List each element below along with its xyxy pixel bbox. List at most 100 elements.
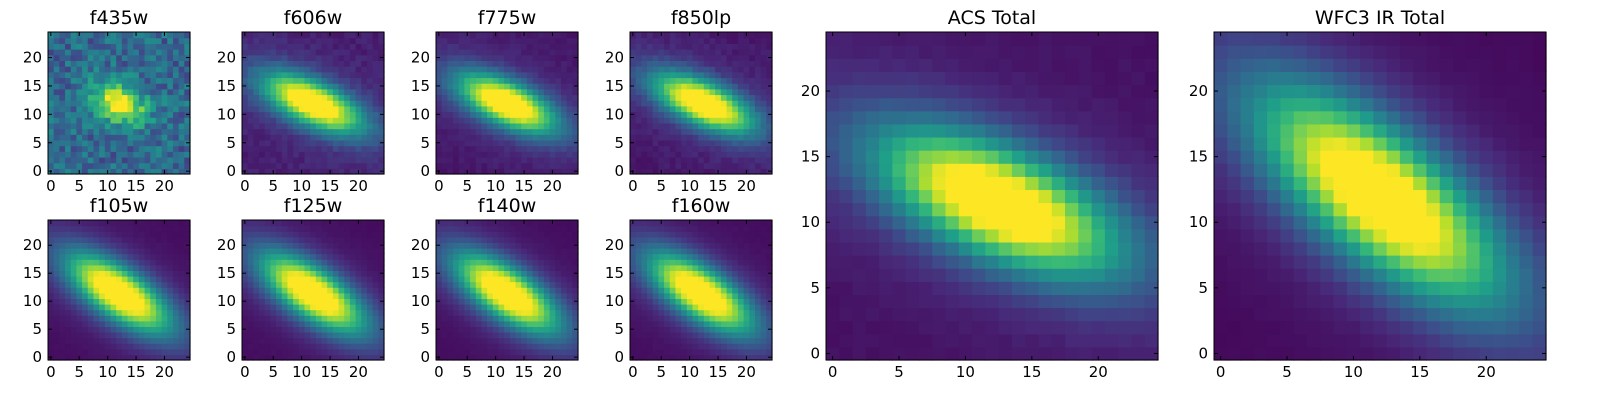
- heatmap-cell: [521, 348, 528, 355]
- heatmap-cell: [70, 145, 77, 152]
- heatmap-cell: [572, 287, 579, 294]
- heatmap-cell: [53, 343, 60, 350]
- y-tick-label: 20: [217, 236, 236, 254]
- heatmap-cell: [167, 315, 174, 322]
- heatmap-cell: [293, 94, 300, 101]
- heatmap-cell: [475, 117, 483, 124]
- heatmap-cell: [647, 326, 654, 333]
- heatmap-cell: [332, 309, 340, 316]
- heatmap-cell: [70, 348, 77, 355]
- heatmap-cell: [635, 128, 642, 135]
- heatmap-cell: [321, 54, 328, 61]
- heatmap-cell: [555, 259, 562, 266]
- heatmap-cell: [749, 315, 756, 322]
- heatmap-cell: [315, 151, 323, 158]
- heatmap-cell: [366, 292, 374, 299]
- heatmap-cell: [70, 337, 77, 344]
- heatmap-cell: [110, 122, 117, 130]
- heatmap-cell: [104, 225, 112, 232]
- heatmap-cell: [161, 37, 168, 44]
- heatmap-cell: [555, 276, 562, 283]
- heatmap-cell: [549, 105, 556, 113]
- heatmap-cell: [133, 231, 140, 238]
- heatmap-cell: [155, 298, 163, 305]
- heatmap-cell: [555, 151, 562, 158]
- heatmap-cell: [293, 242, 300, 249]
- heatmap-cell: [172, 315, 180, 322]
- heatmap-cell: [48, 348, 55, 355]
- heatmap-cell: [253, 337, 260, 344]
- heatmap-cell: [82, 236, 89, 243]
- heatmap-cell: [481, 337, 488, 344]
- heatmap-cell: [184, 259, 191, 266]
- heatmap-cell: [675, 151, 682, 158]
- heatmap-cell: [270, 326, 277, 333]
- heatmap-cell: [59, 220, 66, 227]
- heatmap-cell: [276, 259, 283, 266]
- heatmap-cell: [481, 281, 488, 288]
- heatmap-cell: [378, 225, 385, 232]
- heatmap-cell: [378, 49, 385, 56]
- heatmap-cell: [127, 231, 134, 238]
- heatmap-cell: [652, 270, 659, 277]
- heatmap-cell: [487, 49, 494, 56]
- heatmap-cell: [344, 156, 351, 164]
- heatmap-cell: [521, 122, 528, 130]
- heatmap-cell: [652, 88, 659, 96]
- heatmap-cell: [630, 151, 637, 158]
- heatmap-cell: [715, 54, 722, 61]
- heatmap-cell: [259, 151, 266, 158]
- heatmap-cell: [515, 315, 522, 322]
- heatmap-cell: [281, 242, 289, 249]
- heatmap-cell: [560, 231, 568, 238]
- heatmap-cell: [630, 145, 637, 152]
- heatmap-cell: [526, 242, 534, 249]
- heatmap-cell: [155, 77, 163, 84]
- heatmap-cell: [310, 236, 317, 243]
- heatmap-cell: [692, 343, 699, 350]
- heatmap-cell: [121, 354, 129, 361]
- heatmap-cell: [549, 281, 556, 288]
- heatmap-cell: [652, 105, 659, 113]
- heatmap-cell: [766, 128, 773, 135]
- heatmap-cell: [133, 156, 140, 164]
- heatmap-cell: [87, 156, 95, 164]
- heatmap-cell: [344, 309, 351, 316]
- heatmap-cell: [498, 32, 505, 39]
- heatmap-cell: [458, 117, 465, 124]
- heatmap-cell: [281, 337, 289, 344]
- heatmap-cell: [481, 304, 488, 311]
- heatmap-cell: [161, 94, 168, 101]
- heatmap-cell: [709, 354, 716, 361]
- heatmap-cell: [743, 94, 750, 101]
- heatmap-cell: [766, 348, 773, 355]
- heatmap-cell: [515, 100, 522, 107]
- heatmap-cell: [298, 37, 306, 44]
- heatmap-cell: [121, 276, 129, 283]
- heatmap-cell: [70, 220, 77, 227]
- heatmap-cell: [652, 343, 659, 350]
- heatmap-cell: [504, 105, 511, 113]
- heatmap-cell: [70, 259, 77, 266]
- heatmap-cell: [167, 156, 174, 164]
- heatmap-cell: [647, 298, 654, 305]
- heatmap-cell: [270, 94, 277, 101]
- heatmap-cell: [509, 292, 517, 299]
- heatmap-cell: [475, 162, 483, 169]
- heatmap-cell: [470, 37, 477, 44]
- heatmap-cell: [287, 270, 294, 277]
- heatmap-cell: [361, 281, 368, 288]
- heatmap-cell: [464, 37, 471, 44]
- heatmap-cell: [53, 276, 60, 283]
- heatmap-cell: [172, 117, 180, 124]
- heatmap-cell: [498, 94, 505, 101]
- heatmap-cell: [144, 270, 151, 277]
- heatmap-cell: [635, 71, 642, 79]
- heatmap-cell: [498, 337, 505, 344]
- heatmap-cell: [509, 105, 517, 113]
- heatmap-cell: [441, 105, 448, 113]
- heatmap-cell: [675, 128, 682, 135]
- heatmap-cell: [475, 320, 483, 327]
- heatmap-cell: [560, 32, 568, 39]
- heatmap-cell: [315, 128, 323, 135]
